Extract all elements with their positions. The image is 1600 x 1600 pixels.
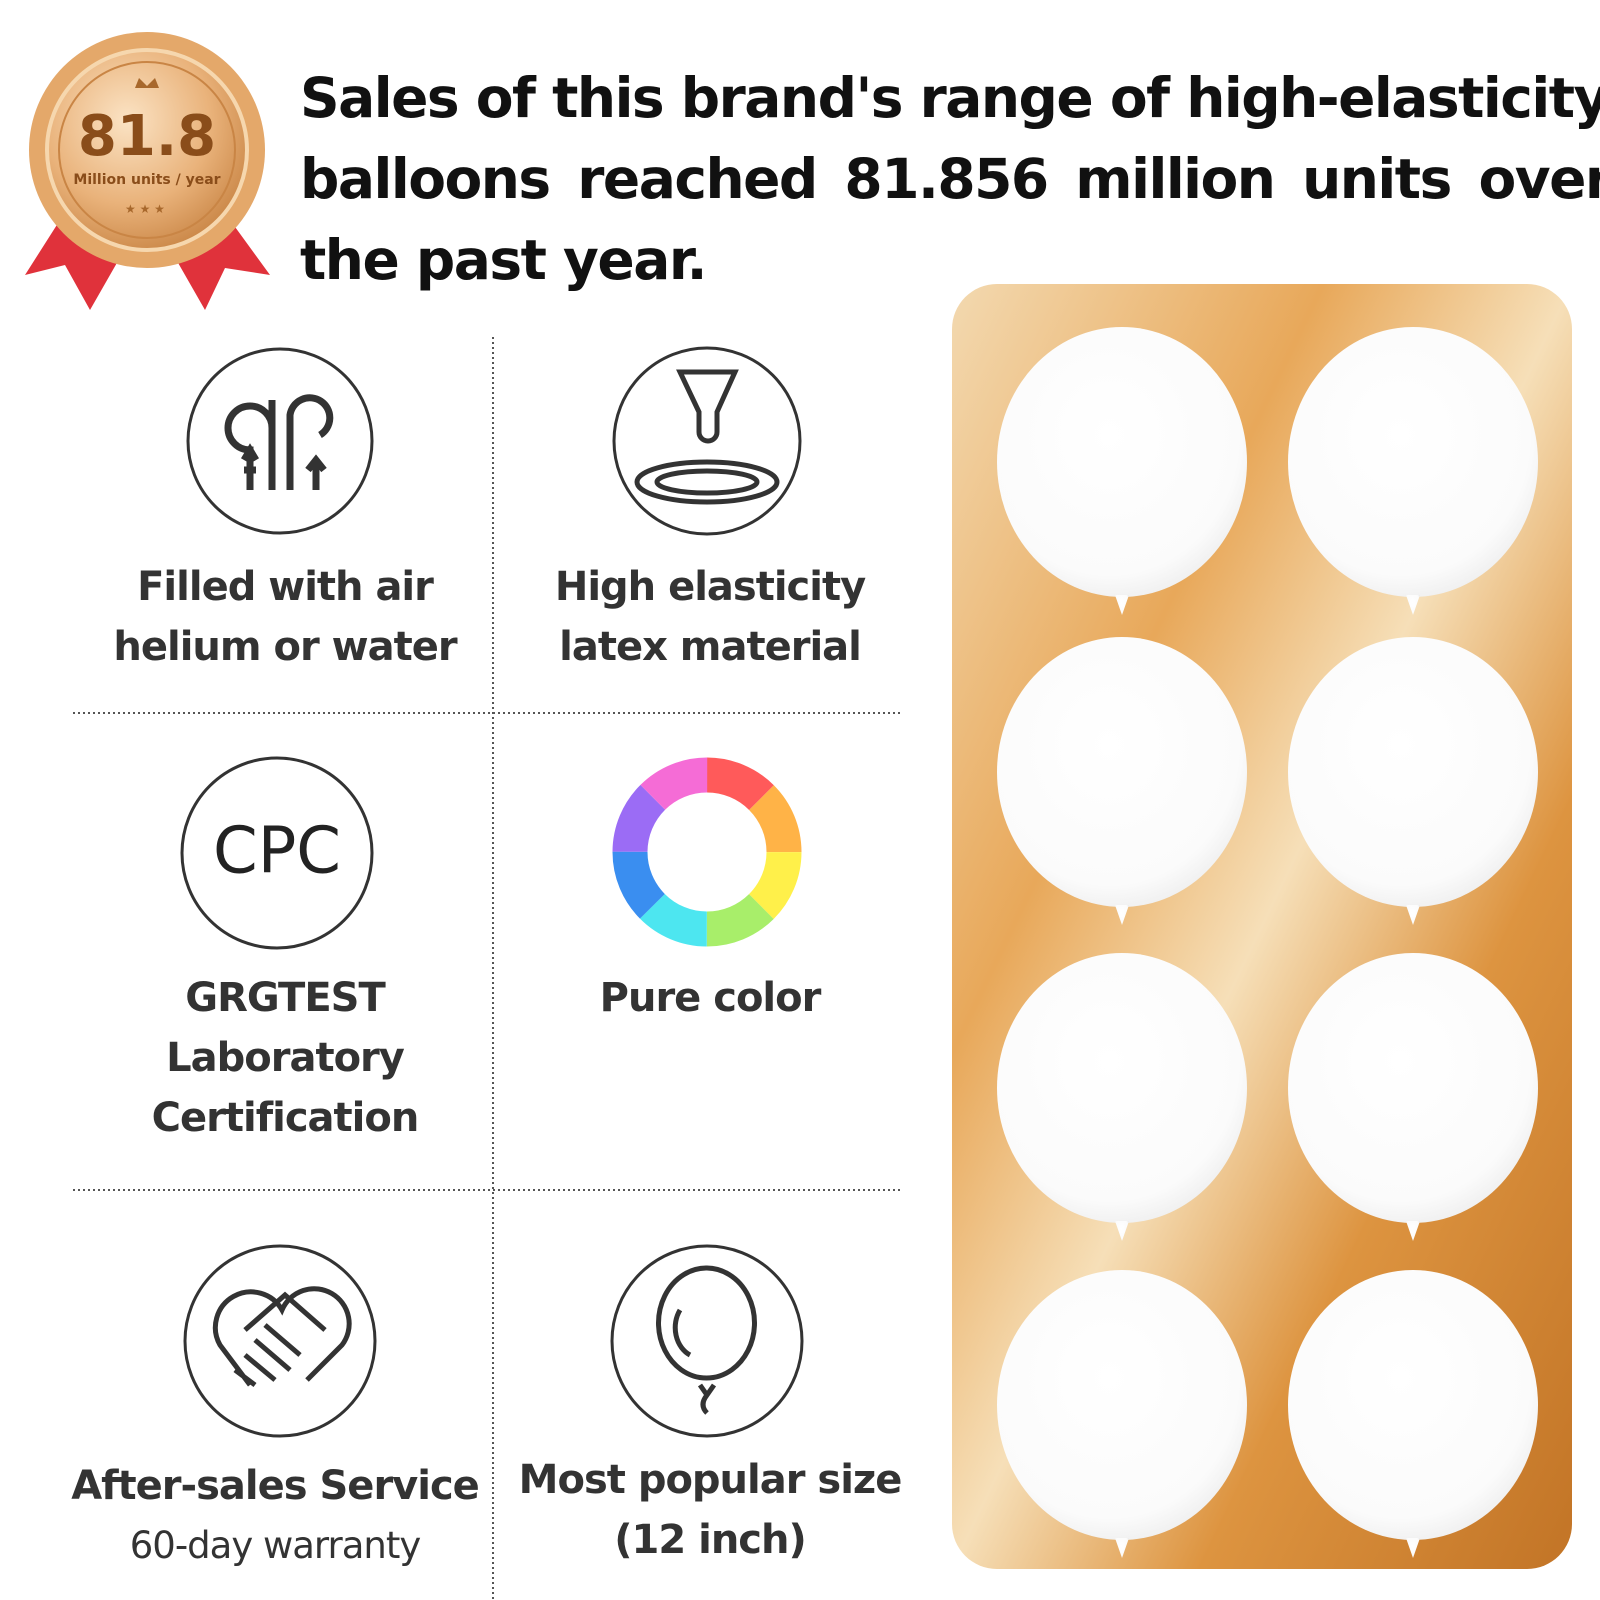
feature-label: Most popular size (12 inch)	[500, 1450, 920, 1570]
svg-text:★ ★ ★: ★ ★ ★	[125, 202, 165, 216]
label-line: Filled with air	[137, 564, 434, 610]
label-line: Pure color	[599, 975, 822, 1021]
headline-line: balloons reached 81.856 million units ov…	[300, 147, 1600, 211]
label-line: GRGTEST	[185, 975, 385, 1021]
label-line: Laboratory	[166, 1035, 405, 1081]
badge-unit: Million units / year	[73, 172, 220, 188]
feature-label: High elasticity latex material	[500, 557, 920, 677]
label-line: latex material	[559, 624, 862, 670]
color-ring	[612, 757, 802, 947]
feature-label: After-sales Service 60-day warranty	[65, 1456, 485, 1576]
product-photo	[952, 284, 1572, 1569]
badge-number: 81.8	[78, 104, 216, 169]
badge: ★ ★ ★	[25, 32, 270, 310]
icons	[180, 346, 804, 1438]
label-line: High elasticity	[554, 564, 866, 610]
label-line: Most popular size	[518, 1457, 903, 1503]
feature-label: GRGTEST Laboratory Certification	[75, 968, 495, 1148]
label-subline: 60-day warranty	[129, 1524, 422, 1567]
headline-line: the past year.	[300, 228, 708, 292]
feature-label: Filled with air helium or water	[75, 557, 495, 677]
icon-text: CPC	[213, 815, 341, 889]
feature-label: Pure color	[500, 968, 920, 1028]
label-line: helium or water	[113, 624, 457, 670]
label-line: After-sales Service	[71, 1463, 480, 1509]
label-line: Certification	[151, 1095, 420, 1141]
label-line: (12 inch)	[614, 1517, 807, 1563]
headline-line: Sales of this brand's range of high-elas…	[300, 66, 1600, 130]
headline: Sales of this brand's range of high-elas…	[300, 58, 1600, 301]
